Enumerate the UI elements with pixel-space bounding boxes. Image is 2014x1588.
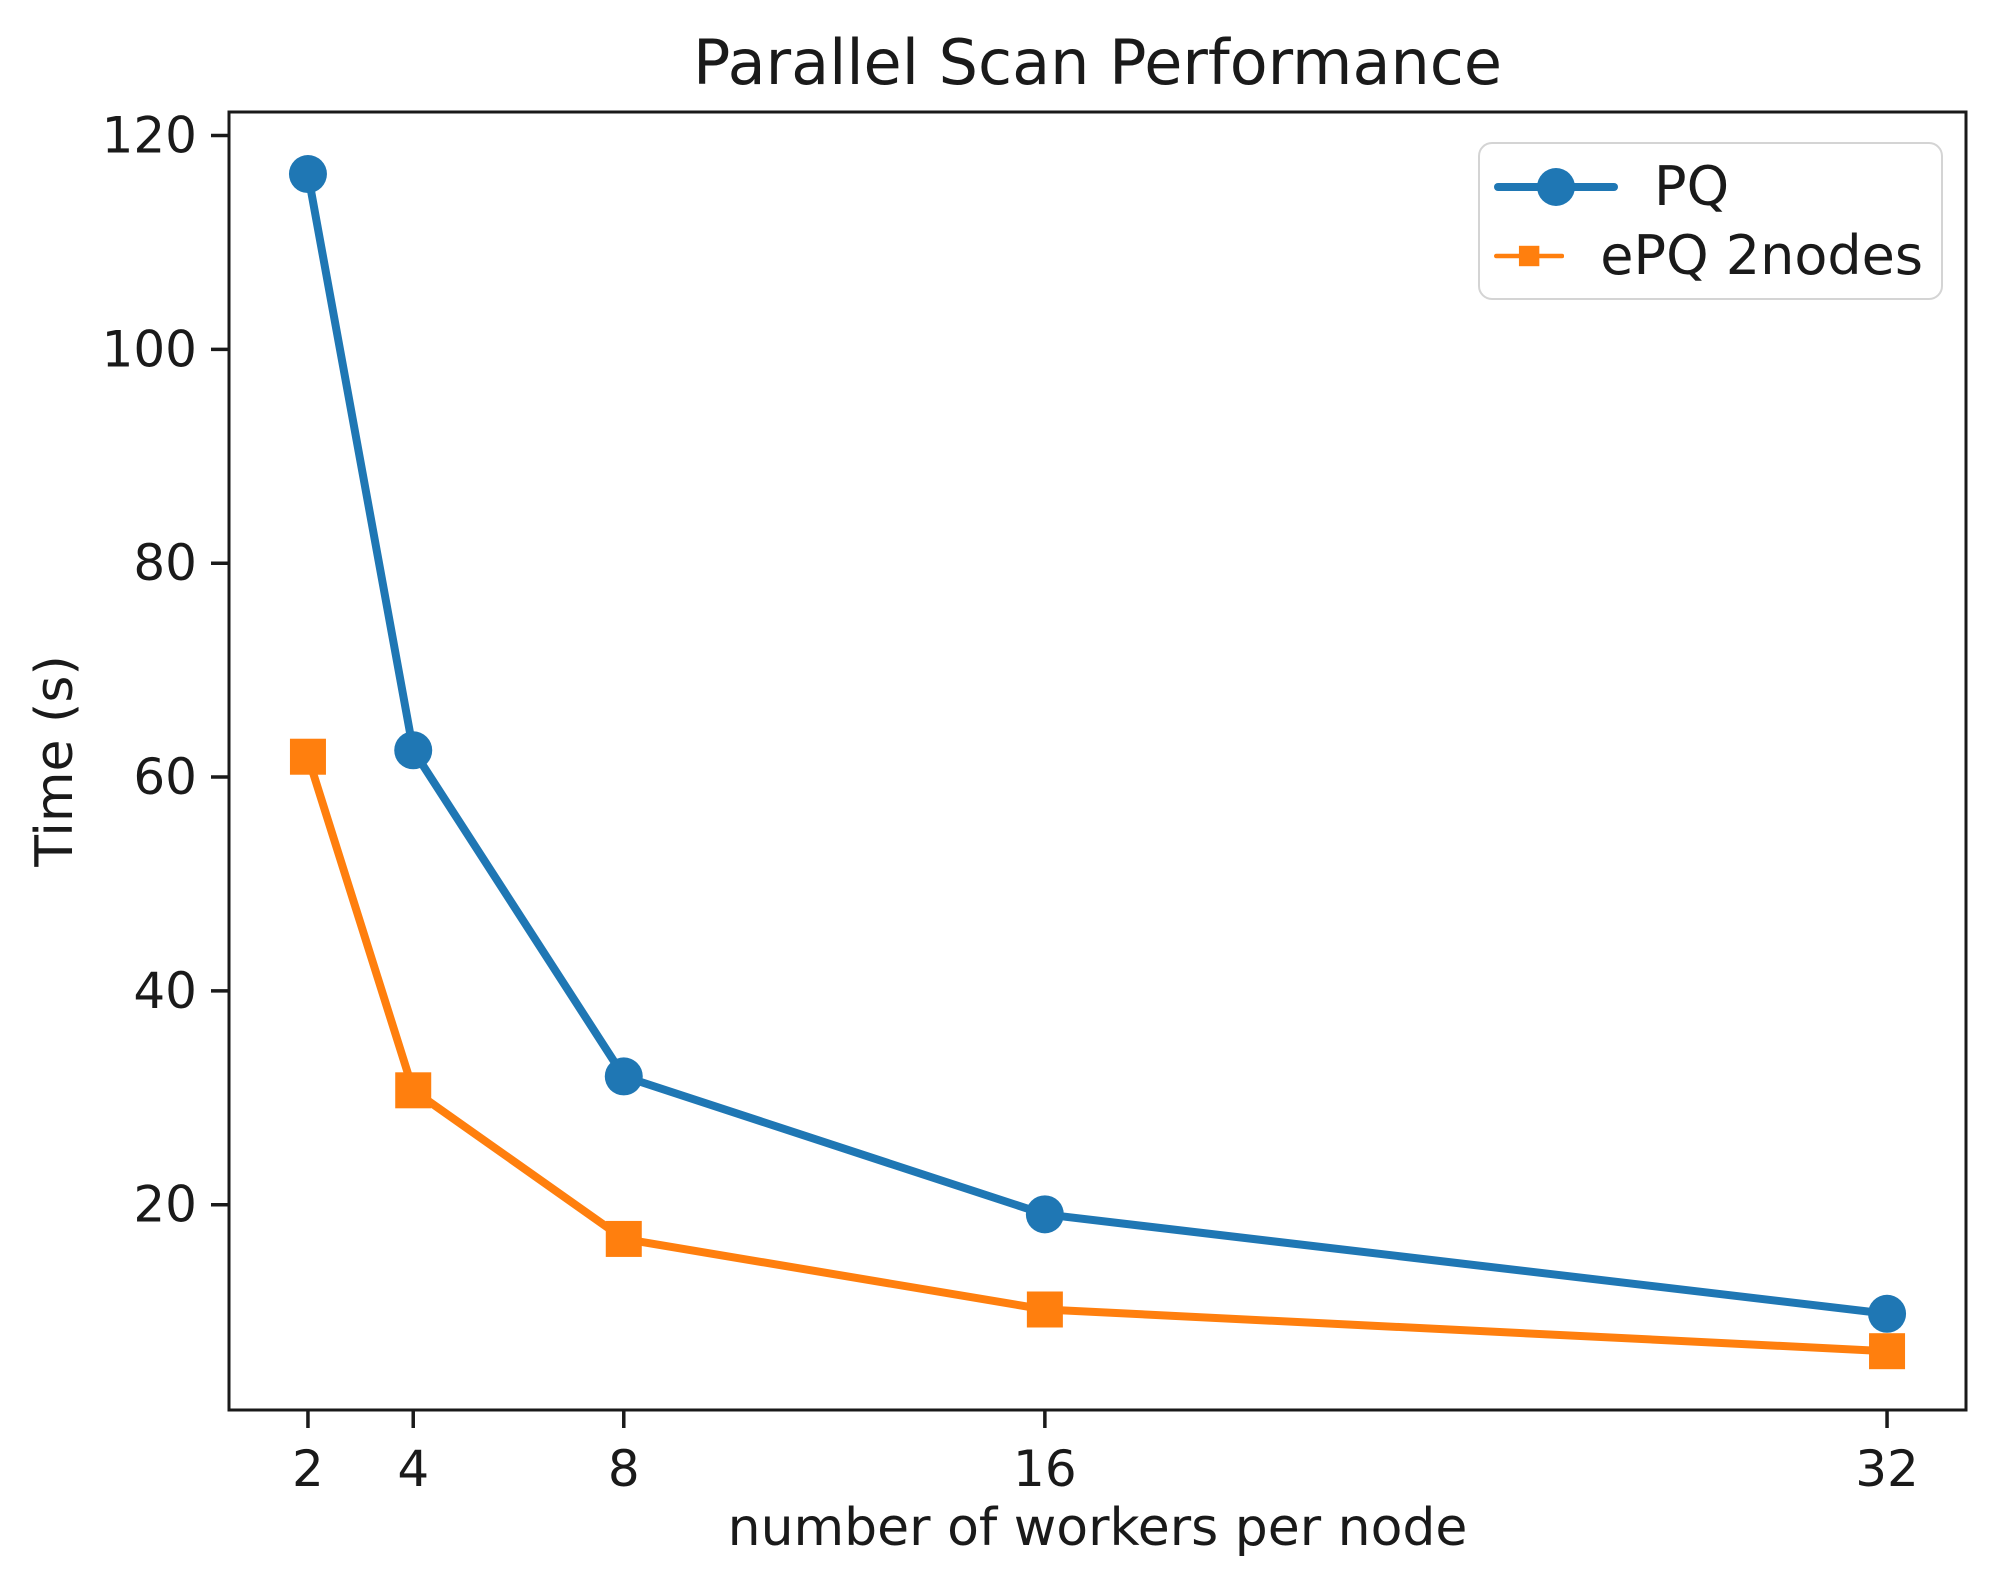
data-point-epq-2nodes (289, 738, 326, 775)
data-point-pq (604, 1057, 643, 1096)
y-tick-label: 80 (133, 534, 197, 592)
legend-label: PQ (1654, 154, 1730, 218)
y-tick-label: 60 (133, 748, 197, 806)
legend-label: ePQ 2nodes (1600, 223, 1923, 287)
data-point-pq (1025, 1195, 1064, 1234)
y-tick-label: 20 (133, 1176, 197, 1234)
legend-square-marker (1518, 245, 1540, 266)
data-point-epq-2nodes (1026, 1291, 1063, 1328)
legend-circle-marker (1537, 167, 1575, 206)
x-axis-label: number of workers per node (727, 1498, 1468, 1558)
legend-marker-circle-icon (1494, 167, 1618, 206)
plot-border (227, 110, 1968, 1412)
y-tick-label: 100 (102, 320, 197, 378)
x-tick-label: 2 (292, 1440, 324, 1498)
data-point-pq (394, 731, 433, 770)
data-point-pq (1868, 1294, 1907, 1333)
data-point-epq-2nodes (605, 1220, 642, 1257)
y-axis-label: Time (s) (25, 655, 85, 867)
y-tick-label: 40 (133, 962, 197, 1020)
data-point-epq-2nodes (395, 1072, 432, 1109)
legend-item-pq: PQ (1494, 155, 1923, 219)
legend-item-epq-2nodes: ePQ 2nodes (1494, 224, 1923, 288)
legend: PQ ePQ 2nodes (1478, 142, 1943, 300)
data-point-epq-2nodes (1869, 1333, 1906, 1370)
data-point-pq (288, 155, 327, 194)
x-tick-label: 4 (397, 1440, 429, 1498)
chart-title: Parallel Scan Performance (693, 26, 1502, 99)
x-tick-label: 8 (608, 1440, 640, 1498)
x-tick-label: 16 (1013, 1440, 1077, 1498)
legend-marker-square-icon (1494, 245, 1565, 266)
x-tick-label: 32 (1855, 1440, 1919, 1498)
y-tick-label: 120 (102, 107, 197, 165)
